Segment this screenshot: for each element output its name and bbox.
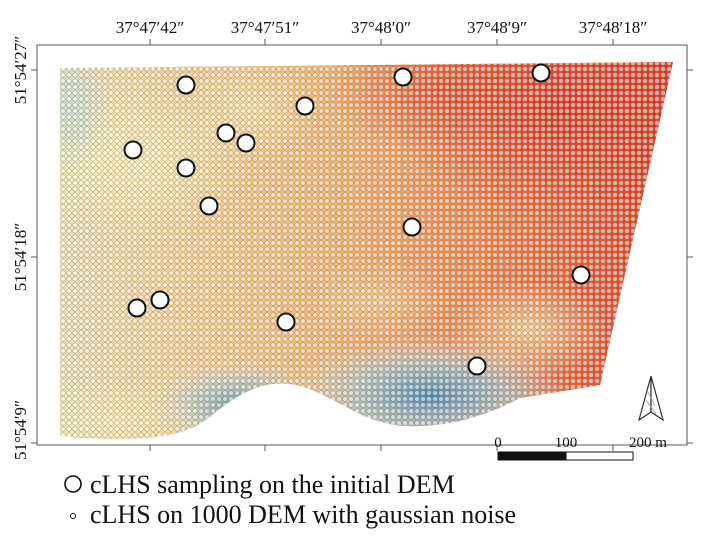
lon-label: 37°48′9″ (467, 18, 527, 37)
north-arrow-icon (637, 375, 665, 422)
scale-label-0: 0 (494, 435, 502, 451)
sample-point (236, 133, 256, 153)
sample-point (127, 298, 147, 318)
sample-point (402, 217, 422, 237)
sample-point (467, 356, 487, 376)
initial-dem-sample-points (123, 63, 591, 376)
longitude-labels: 37°47′42″ 37°47′51″ 37°48′0″ 37°48′9″ 37… (116, 18, 648, 37)
sample-point (150, 290, 170, 310)
lat-label: 51°54′27″ (11, 36, 30, 105)
scale-label-200: 200 m (629, 435, 667, 451)
scale-bar-white-segment (565, 451, 634, 461)
legend-label-initial-dem: cLHS sampling on the initial DEM (90, 470, 455, 499)
sample-point (199, 196, 219, 216)
legend: cLHS sampling on the initial DEM cLHS on… (64, 470, 516, 529)
sample-point (393, 67, 413, 87)
sample-point (176, 158, 196, 178)
sample-point (176, 75, 196, 95)
sample-point (123, 140, 143, 160)
legend-label-gaussian-noise: cLHS on 1000 DEM with gaussian noise (90, 500, 516, 529)
sample-point (295, 96, 315, 116)
sample-point (571, 265, 591, 285)
lon-label: 37°48′18″ (579, 18, 648, 37)
lat-label: 51°54′9″ (11, 400, 30, 460)
lon-label: 37°47′42″ (116, 18, 185, 37)
latitude-labels: 51°54′27″ 51°54′18″ 51°54′9″ (11, 36, 30, 460)
scale-bar: 0 100 200 m (494, 435, 667, 461)
grid-ticks (31, 39, 693, 451)
lat-label: 51°54′18″ (11, 223, 30, 292)
dem-surface (60, 62, 673, 439)
legend-small-circle-icon (70, 513, 76, 519)
sample-point (531, 63, 551, 83)
sample-point (216, 123, 236, 143)
lon-label: 37°47′51″ (231, 18, 300, 37)
legend-large-circle-icon (64, 475, 82, 493)
sample-point (276, 312, 296, 332)
scale-label-100: 100 (555, 435, 578, 451)
lon-label: 37°48′0″ (351, 18, 411, 37)
scale-bar-black-segment (497, 451, 567, 461)
